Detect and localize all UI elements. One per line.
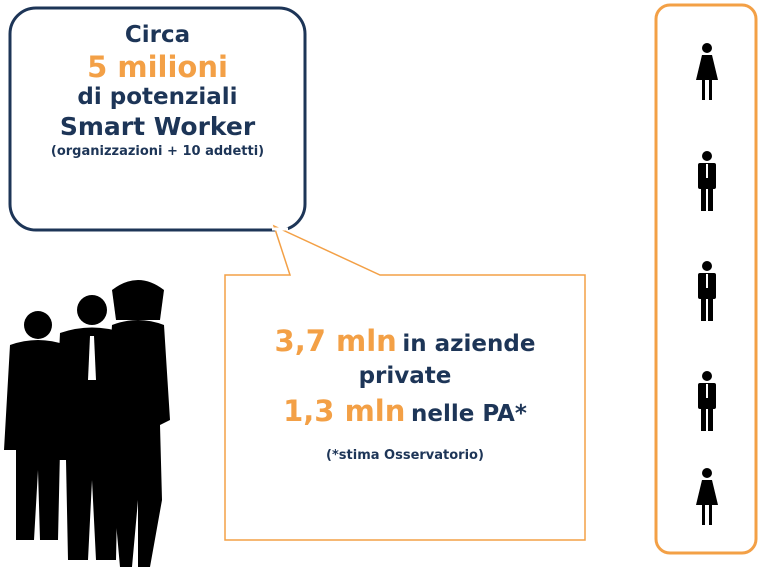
bubble-note: (organizzazioni + 10 addetti) [10, 144, 305, 160]
bubble-line: Circa [10, 22, 305, 50]
bubble-line: di potenziali [10, 84, 305, 112]
page: Circa 5 milioni di potenziali Smart Work… [0, 0, 759, 567]
callout-amount: 1,3 mln [283, 394, 405, 428]
callout-line: in aziende [402, 331, 535, 357]
bubble-line: Smart Worker [10, 112, 305, 142]
callout-amount: 3,7 mln [275, 324, 397, 358]
business-silhouettes [4, 280, 170, 567]
callout-note: (*stima Osservatorio) [225, 447, 585, 465]
callout-text: 3,7 mln in aziende private 1,3 mln nelle… [225, 322, 585, 465]
callout-line: private [225, 361, 585, 392]
bubble-highlight: 5 milioni [10, 50, 305, 85]
callout-line: nelle PA* [411, 401, 527, 427]
bubble-text: Circa 5 milioni di potenziali Smart Work… [10, 22, 305, 160]
